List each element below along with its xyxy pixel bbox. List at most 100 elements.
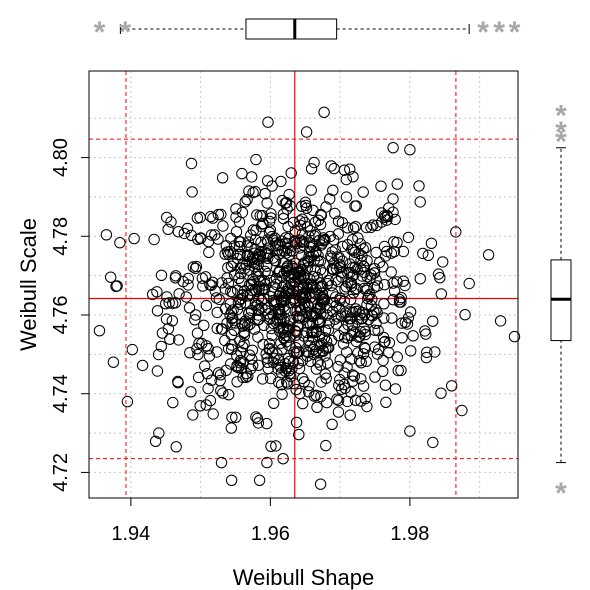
data-point	[239, 196, 251, 208]
data-point	[190, 309, 202, 321]
data-point	[316, 237, 329, 249]
data-point	[225, 328, 238, 341]
data-point	[357, 243, 369, 255]
data-point	[153, 427, 165, 439]
data-point	[300, 199, 312, 212]
data-point	[435, 387, 447, 399]
data-point	[456, 404, 468, 417]
data-point	[385, 266, 397, 278]
data-point	[351, 263, 363, 275]
data-point	[265, 440, 277, 452]
data-point	[200, 271, 212, 283]
data-point	[256, 284, 268, 296]
data-point	[296, 235, 308, 248]
data-point	[268, 397, 280, 409]
data-point	[347, 171, 359, 183]
data-point	[259, 188, 271, 200]
data-point	[369, 324, 381, 336]
data-point	[326, 418, 338, 430]
data-point	[232, 296, 245, 308]
data-point	[273, 354, 285, 366]
data-point	[170, 270, 182, 282]
data-point	[310, 363, 323, 375]
x-outlier: *	[94, 16, 106, 49]
data-point	[276, 388, 288, 400]
data-point	[331, 393, 343, 405]
data-point	[192, 233, 204, 246]
x-outlier: *	[119, 16, 131, 49]
data-point	[301, 326, 313, 339]
data-point	[261, 234, 273, 246]
data-point	[340, 173, 352, 186]
data-point	[404, 425, 416, 437]
data-point	[294, 234, 307, 246]
data-point	[318, 332, 331, 344]
data-point	[203, 350, 216, 362]
data-point	[369, 371, 381, 383]
data-point	[257, 218, 269, 230]
data-point	[282, 238, 294, 250]
data-point	[296, 372, 309, 385]
data-point	[378, 240, 391, 253]
data-point	[421, 346, 433, 358]
data-point	[164, 333, 176, 345]
data-point	[395, 296, 407, 308]
data-point	[306, 327, 318, 339]
data-point	[336, 255, 349, 267]
data-point	[241, 240, 253, 252]
data-point	[292, 357, 304, 370]
data-point	[312, 214, 325, 227]
data-point	[404, 144, 416, 156]
data-point	[378, 298, 390, 310]
data-point	[253, 303, 265, 315]
data-point	[303, 237, 316, 249]
data-point	[255, 245, 267, 258]
data-point	[265, 208, 277, 220]
data-point	[327, 287, 339, 299]
data-point	[352, 232, 364, 244]
data-point	[191, 212, 204, 224]
data-point	[345, 330, 357, 342]
data-point	[339, 382, 351, 394]
data-point	[233, 240, 246, 253]
data-point	[345, 293, 357, 306]
data-point	[216, 323, 229, 335]
data-point	[404, 306, 417, 318]
data-point	[275, 361, 287, 374]
data-point	[285, 167, 297, 179]
data-point	[387, 206, 399, 218]
y-outlier: *	[555, 477, 567, 510]
data-point	[251, 268, 263, 280]
data-point	[378, 336, 390, 348]
data-point	[241, 193, 253, 206]
data-point	[346, 319, 358, 331]
data-point	[414, 196, 426, 208]
data-point	[347, 222, 360, 234]
data-point	[413, 180, 425, 192]
data-point	[296, 228, 309, 240]
data-point	[446, 380, 458, 392]
data-point	[217, 387, 229, 399]
data-point	[185, 229, 198, 242]
data-point	[319, 234, 331, 247]
data-point	[366, 293, 378, 306]
data-point	[296, 200, 308, 213]
data-point	[355, 357, 367, 369]
data-point	[199, 360, 211, 372]
x-axis-ticks: 1.94 1.96 1.98	[111, 497, 429, 545]
y-axis-ticks: 4.72 4.74 4.76 4.78 4.80	[50, 138, 89, 492]
data-point	[128, 232, 140, 245]
data-point	[329, 207, 341, 220]
data-point	[296, 236, 308, 248]
data-point	[279, 365, 291, 377]
data-point	[148, 233, 160, 246]
data-point	[372, 324, 384, 337]
data-point	[380, 396, 392, 408]
data-point	[314, 255, 326, 267]
data-point	[290, 416, 303, 429]
data-point	[420, 351, 433, 364]
data-point	[297, 397, 309, 410]
data-point	[314, 359, 327, 371]
data-point	[183, 302, 196, 314]
y-outlier: *	[555, 126, 567, 159]
